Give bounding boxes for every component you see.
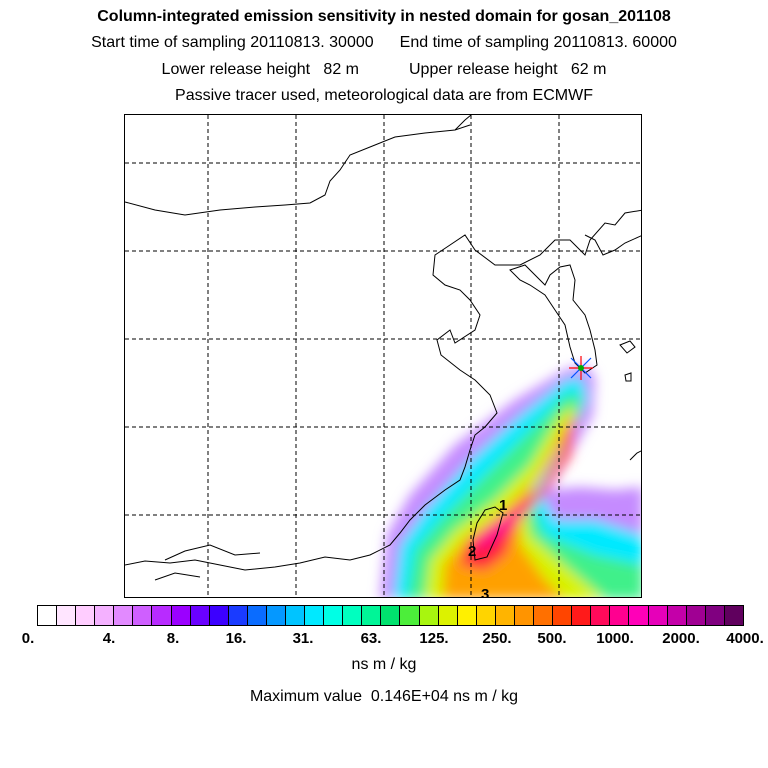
map-panel: 1 2 3 (124, 114, 642, 598)
colorbar-segment (514, 606, 535, 625)
colorbar-tick-label: 8. (166, 630, 180, 647)
colorbar-segment (705, 606, 725, 625)
colorbar-segment (305, 606, 325, 625)
colorbar-segment (152, 606, 172, 625)
colorbar-segment (190, 606, 210, 625)
colorbar-segment (114, 606, 134, 625)
sampling-times: Start time of sampling 20110813. 30000 En… (0, 34, 768, 52)
receptor-marker (569, 356, 593, 380)
colorbar-tick-label: 63. (360, 630, 382, 647)
colorbar-tick-label: 4. (102, 630, 116, 647)
colorbar-segment (171, 606, 191, 625)
maximum-value: Maximum value 0.146E+04 ns m / kg (249, 688, 519, 705)
colorbar-segment (381, 606, 401, 625)
colorbar-segment (610, 606, 630, 625)
colorbar-segment (95, 606, 115, 625)
coastlines (125, 115, 641, 581)
colorbar-segment (57, 606, 77, 625)
colorbar-segment (400, 606, 420, 625)
point-label-2: 2 (468, 543, 476, 560)
colorbar-tick-label: 16. (225, 630, 247, 647)
colorbar-tick-label: 250. (482, 630, 512, 647)
colorbar-segment (76, 606, 96, 625)
colorbar-segment (667, 606, 687, 625)
colorbar-tick-label: 0. (21, 630, 35, 647)
colorbar-segment (324, 606, 344, 625)
graticule-lines (125, 115, 641, 597)
plot-title: Column-integrated emission sensitivity i… (97, 8, 671, 25)
colorbar (37, 605, 744, 626)
colorbar-segment (228, 606, 248, 625)
colorbar-tick-label: 125. (419, 630, 449, 647)
colorbar-segment (133, 606, 153, 625)
colorbar-segment (362, 606, 382, 625)
colorbar-segment (495, 606, 515, 625)
colorbar-segment (38, 606, 58, 625)
colorbar-segment (286, 606, 306, 625)
emission-sensitivity-field (380, 365, 641, 597)
colorbar-tick-label: 500. (537, 630, 567, 647)
colorbar-segment (572, 606, 592, 625)
colorbar-segment (438, 606, 458, 625)
tracer-note: Passive tracer used, meteorological data… (175, 87, 593, 104)
sampling-end: End time of sampling 20110813. 60000 (399, 34, 677, 51)
colorbar-segment (419, 606, 439, 625)
colorbar-segment (534, 606, 554, 625)
colorbar-unit: ns m / kg (351, 656, 417, 673)
colorbar-segment (457, 606, 477, 625)
sampling-start: Start time of sampling 20110813. 30000 (91, 34, 374, 51)
colorbar-segment (209, 606, 229, 625)
colorbar-segment (724, 606, 743, 625)
colorbar-tick-label: 4000. (726, 630, 764, 647)
colorbar-segment (343, 606, 363, 625)
colorbar-segment (686, 606, 706, 625)
colorbar-segment (247, 606, 267, 625)
colorbar-ticks: 0. 4. 8. 16. 31. 63. 125. 250. 500. 1000. 2000. 400… (0, 630, 768, 650)
release-lower: Lower release height 82 m (161, 61, 359, 78)
colorbar-segment (553, 606, 573, 625)
point-label-3: 3 (481, 586, 489, 598)
colorbar-tick-label: 31. (292, 630, 314, 647)
release-upper: Upper release height 62 m (409, 61, 607, 78)
colorbar-segment (648, 606, 668, 625)
point-label-1: 1 (499, 497, 507, 514)
release-heights: Lower release height 82 m Upper release h… (0, 61, 768, 79)
colorbar-tick-label: 1000. (596, 630, 634, 647)
colorbar-segment (629, 606, 649, 625)
map-canvas: 1 2 3 (125, 115, 641, 598)
colorbar-segment (476, 606, 496, 625)
colorbar-tick-label: 2000. (662, 630, 700, 647)
colorbar-segment (266, 606, 287, 625)
colorbar-segment (591, 606, 611, 625)
